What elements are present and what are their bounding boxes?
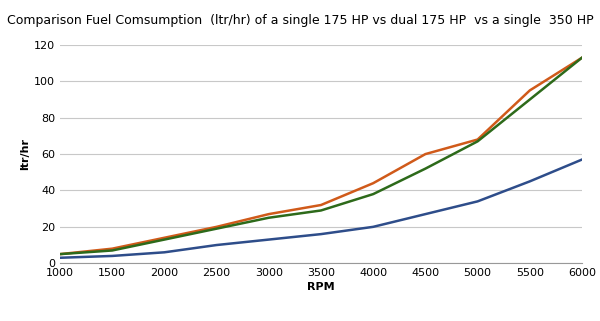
2 x 175 HP <box>56 252 64 256</box>
2 x 175 HP <box>161 236 168 240</box>
350 HP <box>161 238 168 241</box>
175 HP <box>474 199 481 203</box>
2 x 175 HP <box>422 152 429 156</box>
350 HP <box>422 167 429 170</box>
2 x 175 HP <box>370 181 377 185</box>
2 x 175 HP <box>317 203 325 207</box>
Line: 2 x 175 HP: 2 x 175 HP <box>60 58 582 254</box>
X-axis label: RPM: RPM <box>307 282 335 292</box>
350 HP <box>109 248 116 252</box>
350 HP <box>56 252 64 256</box>
2 x 175 HP <box>474 138 481 142</box>
2 x 175 HP <box>578 56 586 60</box>
175 HP <box>161 250 168 254</box>
350 HP <box>578 56 586 60</box>
175 HP <box>422 212 429 216</box>
175 HP <box>370 225 377 229</box>
175 HP <box>317 232 325 236</box>
2 x 175 HP <box>526 89 533 92</box>
2 x 175 HP <box>109 247 116 251</box>
2 x 175 HP <box>213 225 220 229</box>
350 HP <box>474 139 481 143</box>
175 HP <box>213 243 220 247</box>
350 HP <box>265 216 272 220</box>
175 HP <box>578 158 586 161</box>
Text: Comparison Fuel Comsumption  (ltr/hr) of a single 175 HP vs dual 175 HP  vs a si: Comparison Fuel Comsumption (ltr/hr) of … <box>7 14 593 27</box>
350 HP <box>526 98 533 101</box>
350 HP <box>213 227 220 230</box>
2 x 175 HP <box>265 212 272 216</box>
Line: 175 HP: 175 HP <box>60 160 582 258</box>
175 HP <box>56 256 64 260</box>
175 HP <box>526 179 533 183</box>
175 HP <box>109 254 116 258</box>
175 HP <box>265 238 272 241</box>
350 HP <box>317 209 325 213</box>
Y-axis label: ltr/hr: ltr/hr <box>20 138 30 170</box>
Line: 350 HP: 350 HP <box>60 58 582 254</box>
350 HP <box>370 192 377 196</box>
